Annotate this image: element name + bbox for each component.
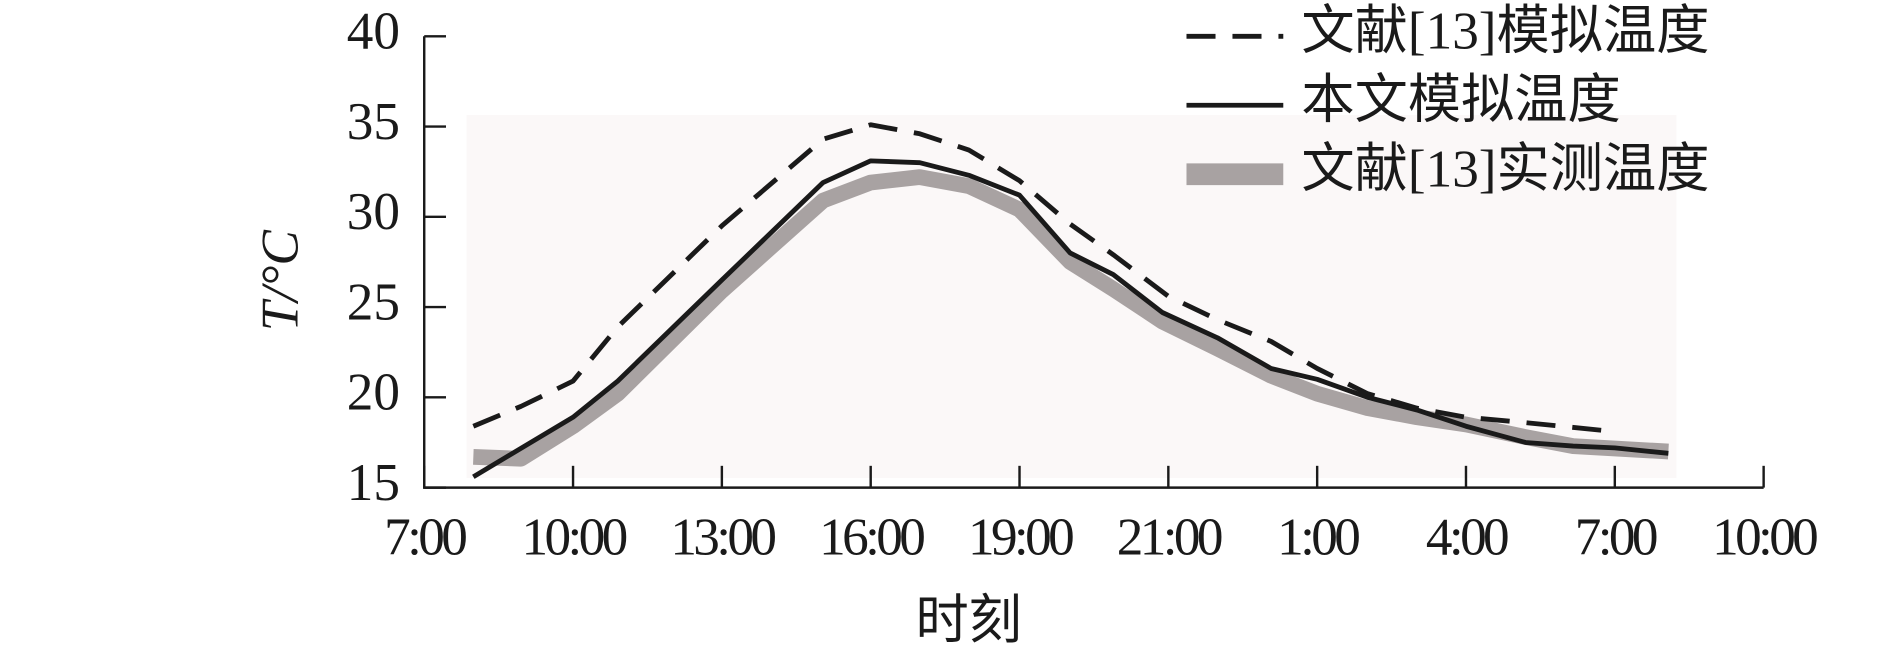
x-tick-label: 10:00: [1712, 507, 1817, 566]
x-tick-label: 7:00: [384, 507, 466, 566]
y-tick-label: 35: [347, 92, 400, 151]
legend-label: 文献[13]模拟温度: [1301, 2, 1709, 61]
y-tick-label: 15: [347, 453, 400, 512]
x-tick-label: 19:00: [968, 507, 1073, 566]
legend-label: 文献[13]实测温度: [1301, 139, 1709, 198]
y-tick-label: 20: [347, 363, 400, 422]
series-line: [473, 169, 1669, 467]
x-axis-label: 时刻: [915, 591, 1021, 650]
legend-label: 本文模拟温度: [1301, 70, 1620, 129]
y-tick-label: 30: [347, 182, 400, 241]
x-tick-label: 13:00: [670, 507, 775, 566]
y-tick-label: 40: [347, 2, 400, 61]
x-tick-label: 4:00: [1426, 507, 1508, 566]
x-tick-label: 10:00: [522, 507, 627, 566]
y-axis-label: T/°C: [250, 230, 309, 332]
x-tick-label: 7:00: [1575, 507, 1657, 566]
x-tick-label: 1:00: [1277, 507, 1359, 566]
series-line: [472, 158, 1669, 479]
x-tick-label: 16:00: [819, 507, 924, 566]
plot-background: [466, 114, 1677, 478]
x-tick-label: 21:00: [1117, 507, 1222, 566]
y-tick-label: 25: [347, 272, 400, 331]
